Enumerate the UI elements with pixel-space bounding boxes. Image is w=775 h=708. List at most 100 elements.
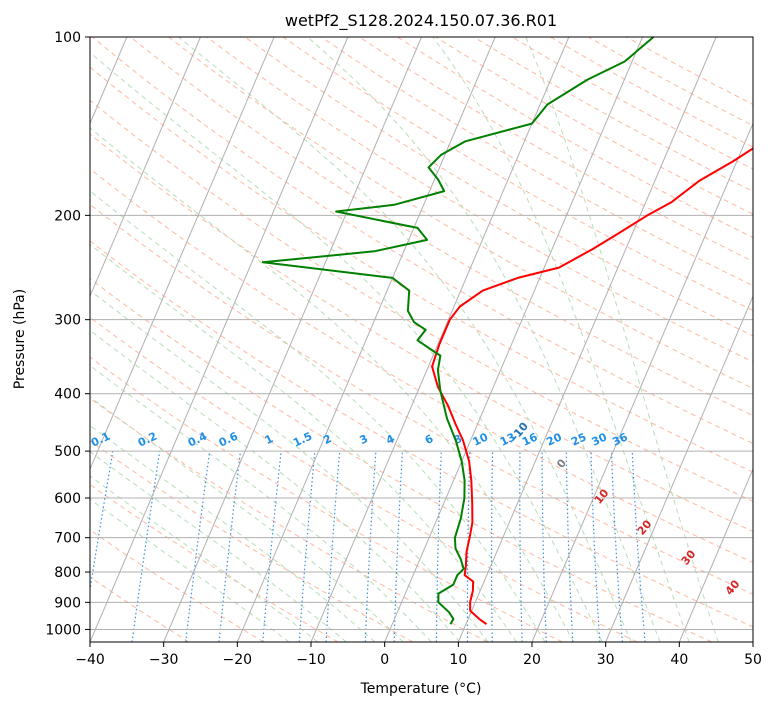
mixing-ratio-label: 13	[498, 430, 517, 448]
y-tick-label: 900	[54, 595, 81, 611]
x-tick-label: −20	[223, 652, 253, 668]
moist-adiabat-line	[307, 37, 661, 642]
mixing-ratio-label: 3	[357, 432, 369, 447]
moist-adiabat-line	[90, 424, 376, 642]
mixing-ratio-line	[590, 451, 601, 642]
axis-ticks: −40 −30 −20 −10 0 10 20 30 40 5010009008007006005…	[45, 30, 762, 668]
isotherm-line	[310, 37, 570, 642]
mixing-ratio-label: 0.6	[217, 429, 240, 449]
dry-adiabat-line	[282, 37, 753, 312]
moist-adiabat-label: 10	[592, 486, 612, 506]
mixing-ratio-line	[218, 451, 242, 642]
dry-adiabat-line	[90, 576, 190, 642]
moist-adiabat-line	[90, 475, 319, 642]
mixing-ratio-line	[90, 450, 114, 594]
dry-adiabat-line	[588, 37, 753, 127]
x-tick-label: −30	[149, 652, 179, 668]
mixing-ratio-label: 10	[471, 430, 491, 448]
mixing-ratio-label: 0.2	[136, 430, 159, 450]
x-tick-label: 40	[670, 652, 688, 668]
moist-adiabat-line	[90, 498, 290, 642]
y-tick-label: 1000	[45, 622, 81, 638]
moist-adiabat-line	[178, 37, 632, 642]
mixing-ratio-label: 0.4	[186, 429, 209, 449]
mixing-ratio-label: 36	[610, 430, 630, 448]
moist-adiabat-line	[432, 37, 690, 642]
x-tick-label: 30	[597, 652, 615, 668]
isotherm-line	[90, 37, 275, 471]
isotherm-line	[457, 37, 717, 642]
isotherm-line	[752, 640, 753, 642]
isotherm-line	[90, 37, 201, 298]
mixing-ratio-label: 0.1	[89, 430, 112, 450]
dry-adiabat-line	[90, 316, 638, 642]
x-tick-label: 50	[744, 652, 762, 668]
dry-adiabat-line	[168, 37, 753, 389]
dry-adiabat-line	[549, 37, 753, 148]
y-tick-label: 100	[54, 30, 81, 46]
dry-adiabat-line	[90, 203, 753, 595]
plot-frame	[89, 36, 754, 643]
moist-adiabat-line	[90, 289, 489, 642]
isotherm-line	[90, 37, 349, 642]
moist-adiabat-line	[90, 127, 575, 642]
mixing-ratio-label: 1.5	[291, 430, 314, 450]
y-tick-label: 500	[54, 444, 81, 460]
moist-adiabat-line	[90, 396, 404, 642]
x-tick-label: −40	[75, 652, 105, 668]
dry-adiabat-line	[90, 529, 264, 642]
mixing-ratio-line	[490, 451, 494, 642]
isotherm-line	[236, 37, 496, 642]
x-tick-label: −10	[296, 652, 326, 668]
x-tick-label: 10	[449, 652, 467, 668]
dry-adiabat-line	[90, 397, 488, 642]
isotherm-line	[531, 122, 753, 642]
moist-adiabat-label: 30	[679, 547, 699, 567]
moist-adiabat-line	[525, 37, 719, 642]
mixing-ratio-line	[185, 451, 211, 642]
mixing-ratio-line	[298, 451, 316, 642]
mixing-ratio-line	[364, 451, 377, 642]
y-tick-label: 800	[54, 565, 81, 581]
x-axis-label: Temperature (°C)	[360, 681, 482, 697]
y-tick-label: 600	[54, 491, 81, 507]
y-tick-label: 400	[54, 387, 81, 403]
x-tick-label: 0	[380, 652, 389, 668]
isotherm-line	[163, 37, 422, 642]
dry-adiabat-line	[511, 37, 753, 170]
dry-adiabat-line	[90, 168, 753, 563]
mixing-ratio-line	[565, 451, 574, 642]
dry-adiabat-line	[206, 37, 753, 363]
mixing-ratio-line	[435, 451, 442, 642]
moist-adiabat-line	[90, 451, 347, 642]
moist-adiabat-line	[90, 190, 546, 642]
moist-adiabat-line	[90, 364, 432, 642]
mixing-ratio-label: 16	[520, 430, 540, 448]
mixing-ratio-label: 25	[569, 430, 588, 448]
isotherm-line	[605, 295, 753, 642]
dry-adiabat-line	[90, 483, 339, 642]
y-axis-label: Pressure (hPa)	[12, 289, 28, 389]
dry-adiabat-line	[130, 37, 753, 417]
mixing-ratio-label: 30	[590, 430, 610, 448]
dewpoint-profile-line	[261, 37, 655, 625]
mixing-ratio-line	[610, 451, 623, 642]
isotherm-line	[678, 467, 753, 642]
dry-adiabat-line	[90, 133, 753, 533]
dry-adiabat-line	[90, 66, 753, 473]
moist-adiabat-label: 40	[723, 577, 743, 597]
dry-adiabat-line	[244, 37, 753, 337]
dry-adiabat-line	[90, 356, 563, 642]
isotherm-line	[384, 37, 643, 642]
moist-adiabat-line	[90, 51, 603, 642]
dry-adiabat-line	[90, 278, 712, 642]
moist-adiabat-line	[90, 243, 517, 642]
mixing-ratio-line	[631, 451, 646, 642]
moist-adiabat-line	[90, 329, 461, 642]
temperature-profile-line	[431, 147, 753, 626]
dry-adiabat-line	[359, 37, 753, 263]
mixing-ratio-label: 20	[544, 430, 564, 448]
mixing-ratio-label: 6	[423, 432, 436, 447]
background-lines	[90, 37, 753, 642]
